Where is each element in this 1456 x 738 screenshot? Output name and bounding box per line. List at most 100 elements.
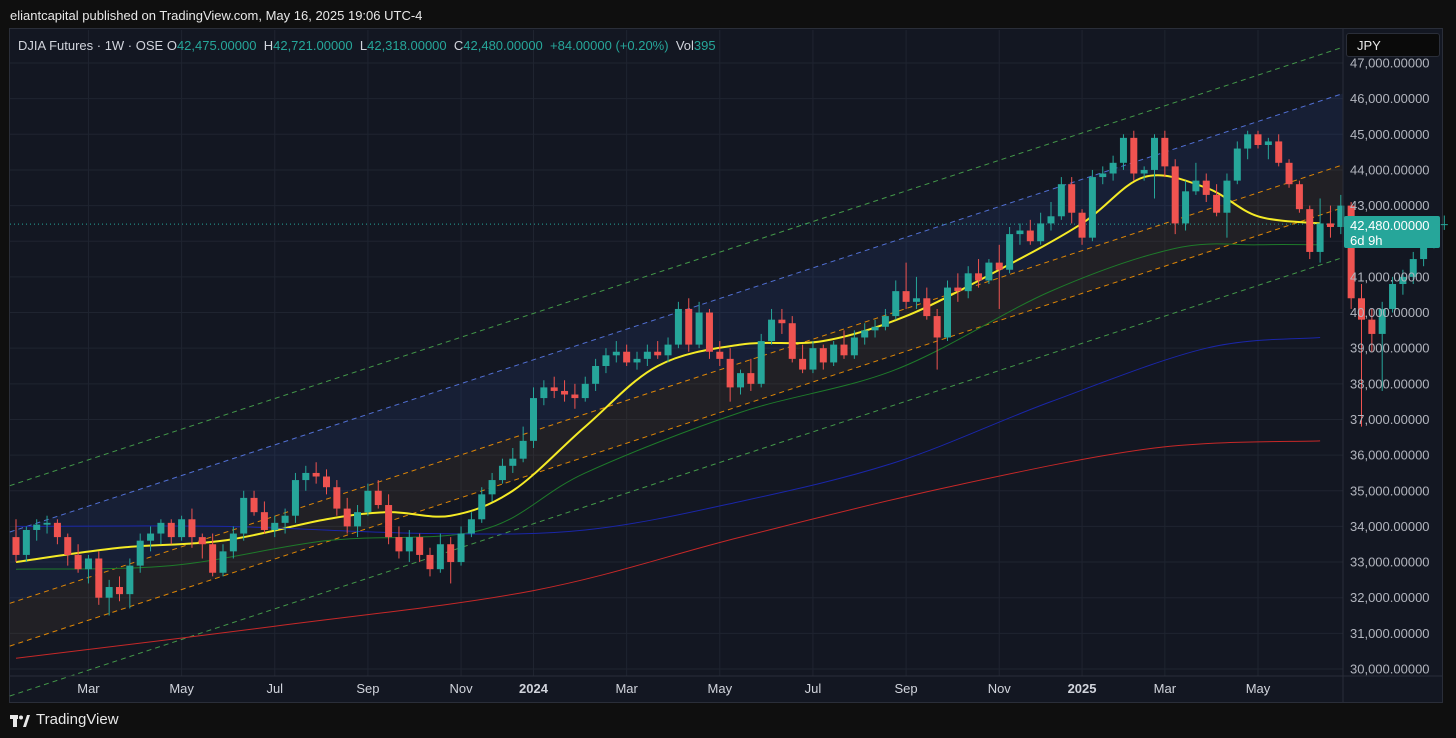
candle-body xyxy=(530,398,537,441)
candle-body xyxy=(1295,184,1303,210)
channel-band-middle xyxy=(9,164,1343,647)
candle-body xyxy=(1099,173,1107,178)
candle-body xyxy=(933,316,941,338)
candle-body xyxy=(1409,259,1417,277)
candle-body xyxy=(1037,223,1045,242)
candle-body xyxy=(323,476,330,488)
ma-line-ma_fast xyxy=(15,174,1321,564)
y-tick-label: 46,000.00000 xyxy=(1350,91,1430,106)
candle-body xyxy=(457,533,465,563)
candle-body xyxy=(902,291,910,302)
candle-body xyxy=(1192,180,1200,192)
ma-line-ma_slow xyxy=(15,336,1321,535)
chart-panel[interactable] xyxy=(9,28,1443,703)
ma-line-ma_long xyxy=(15,440,1321,659)
candle-body xyxy=(757,341,765,384)
change-value: +84.00000 (+0.20%) xyxy=(550,38,669,53)
candle-body xyxy=(240,497,248,534)
candle-body xyxy=(157,522,165,534)
candle-body xyxy=(685,308,693,345)
candle-body xyxy=(467,519,475,534)
candle-body xyxy=(291,480,299,516)
candle-body xyxy=(229,533,237,552)
candle-body xyxy=(716,351,724,359)
candle-body xyxy=(1057,184,1065,217)
candle-body xyxy=(1420,244,1428,260)
low-value: 42,318.00000 xyxy=(367,38,447,53)
x-tick-label: Sep xyxy=(895,681,918,696)
candle-body xyxy=(1213,194,1221,213)
candle-body xyxy=(768,319,776,342)
candle-body xyxy=(84,558,92,570)
ohlc-legend: DJIA Futures · 1W · OSE O42,475.00000 H4… xyxy=(18,38,716,53)
candle-body xyxy=(1275,141,1283,163)
y-tick-label: 47,000.00000 xyxy=(1350,56,1430,71)
candle-body xyxy=(954,287,962,292)
candle-body xyxy=(1440,224,1448,226)
candle-body xyxy=(643,351,651,359)
y-tick-label: 30,000.00000 xyxy=(1350,662,1430,677)
candle-body xyxy=(1306,209,1314,252)
candle-body xyxy=(633,358,641,363)
candle-body xyxy=(33,524,41,530)
volume-label: Vol xyxy=(675,38,694,53)
candle-body xyxy=(43,522,51,525)
candle-body xyxy=(674,308,682,345)
candle-body xyxy=(1326,223,1334,227)
candle-body xyxy=(416,537,424,555)
footer: TradingView xyxy=(10,711,119,728)
candle-body xyxy=(188,519,196,538)
y-tick-label: 35,000.00000 xyxy=(1350,483,1430,498)
y-tick-label: 41,000.00000 xyxy=(1350,269,1430,284)
currency-button[interactable]: JPY xyxy=(1346,33,1440,57)
candle-body xyxy=(664,344,672,356)
candle-body xyxy=(550,387,558,391)
candle-body xyxy=(395,537,403,552)
y-tick-label: 32,000.00000 xyxy=(1350,590,1430,605)
candle-body xyxy=(1368,319,1376,334)
candle-body xyxy=(312,472,320,477)
candle-body xyxy=(944,287,951,338)
candle-body xyxy=(1316,223,1324,252)
candle-body xyxy=(695,312,703,345)
published-banner: eliantcapital published on TradingView.c… xyxy=(10,8,423,23)
volume-value: 395 xyxy=(693,38,716,53)
footer-brand: TradingView xyxy=(36,711,119,728)
y-tick-label: 40,000.00000 xyxy=(1350,305,1430,320)
candle-body xyxy=(602,355,610,366)
candle-body xyxy=(354,512,362,527)
candle-body xyxy=(198,537,206,545)
candle-body xyxy=(747,373,755,384)
candle-body xyxy=(1026,230,1034,242)
candle-body xyxy=(147,533,155,541)
candle-body xyxy=(799,358,807,370)
candle-body xyxy=(540,387,548,399)
candle-body xyxy=(923,298,931,317)
candle-body xyxy=(1151,137,1158,170)
symbol-label[interactable]: DJIA Futures · 1W · OSE xyxy=(18,38,164,53)
candle-body xyxy=(281,515,289,523)
y-tick-label: 38,000.00000 xyxy=(1350,376,1430,391)
candle-body xyxy=(912,298,920,302)
close-label: C xyxy=(453,38,464,53)
x-tick-label: May xyxy=(708,681,733,696)
candle-body xyxy=(1223,180,1231,213)
candle-body xyxy=(1068,184,1076,213)
candle-body xyxy=(1109,162,1117,174)
x-tick-label: May xyxy=(169,681,194,696)
candle-body xyxy=(592,366,600,384)
bar-countdown: 6d 9h xyxy=(1350,233,1383,248)
candle-body xyxy=(1347,205,1355,299)
axes: 30,000.00000 31,000.00000 32,000.00000 33,0… xyxy=(10,28,1443,703)
candle-body xyxy=(219,551,227,573)
candle-body xyxy=(1378,308,1386,334)
y-tick-label: 36,000.00000 xyxy=(1350,448,1430,463)
y-tick-label: 34,000.00000 xyxy=(1350,519,1430,534)
x-tick-label: 2025 xyxy=(1068,681,1097,696)
candle-body xyxy=(333,487,341,509)
candle-body xyxy=(737,373,744,388)
candle-body xyxy=(1244,134,1252,149)
candle-body xyxy=(840,344,848,356)
candle-body xyxy=(364,490,372,513)
